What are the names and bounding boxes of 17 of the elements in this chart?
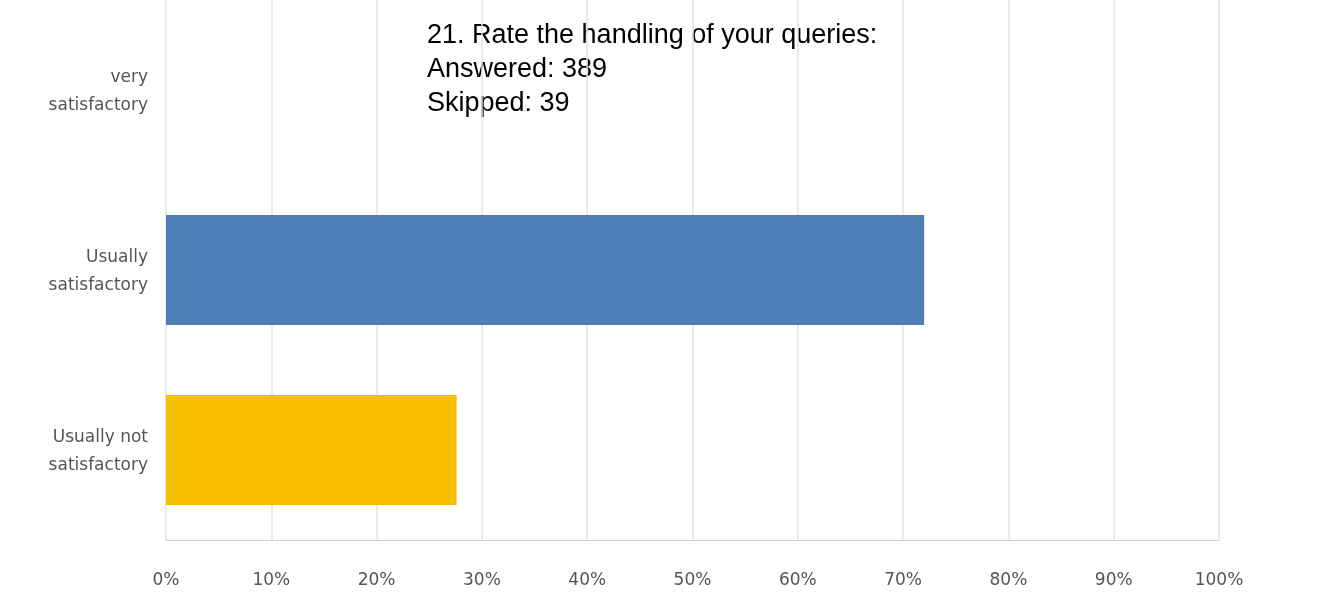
- x-tick-label: 0%: [152, 568, 180, 589]
- x-tick-label: 30%: [463, 568, 501, 589]
- y-tick-label: Usually not satisfactory: [48, 426, 149, 474]
- x-tick-label: 90%: [1094, 568, 1133, 589]
- x-tick-label: 10%: [252, 568, 291, 589]
- x-tick-label: 70%: [884, 568, 922, 589]
- y-tick-label: Usually satisfactory: [48, 246, 148, 294]
- x-tick-label: 50%: [673, 568, 712, 589]
- annotation: Answered: 389: [427, 52, 608, 83]
- text: 21. Rate the handling of your queries:: [427, 18, 878, 49]
- x-tick-label: 20%: [357, 568, 396, 589]
- annotation: Skipped: 39: [427, 86, 570, 117]
- x-tick-label: 40%: [568, 568, 607, 589]
- y-tick-label: very satisfactory: [48, 66, 148, 114]
- x-tick-label: 80%: [989, 568, 1028, 589]
- x-tick-label: 60%: [778, 568, 817, 589]
- x-tick-label: 100%: [1194, 568, 1244, 589]
